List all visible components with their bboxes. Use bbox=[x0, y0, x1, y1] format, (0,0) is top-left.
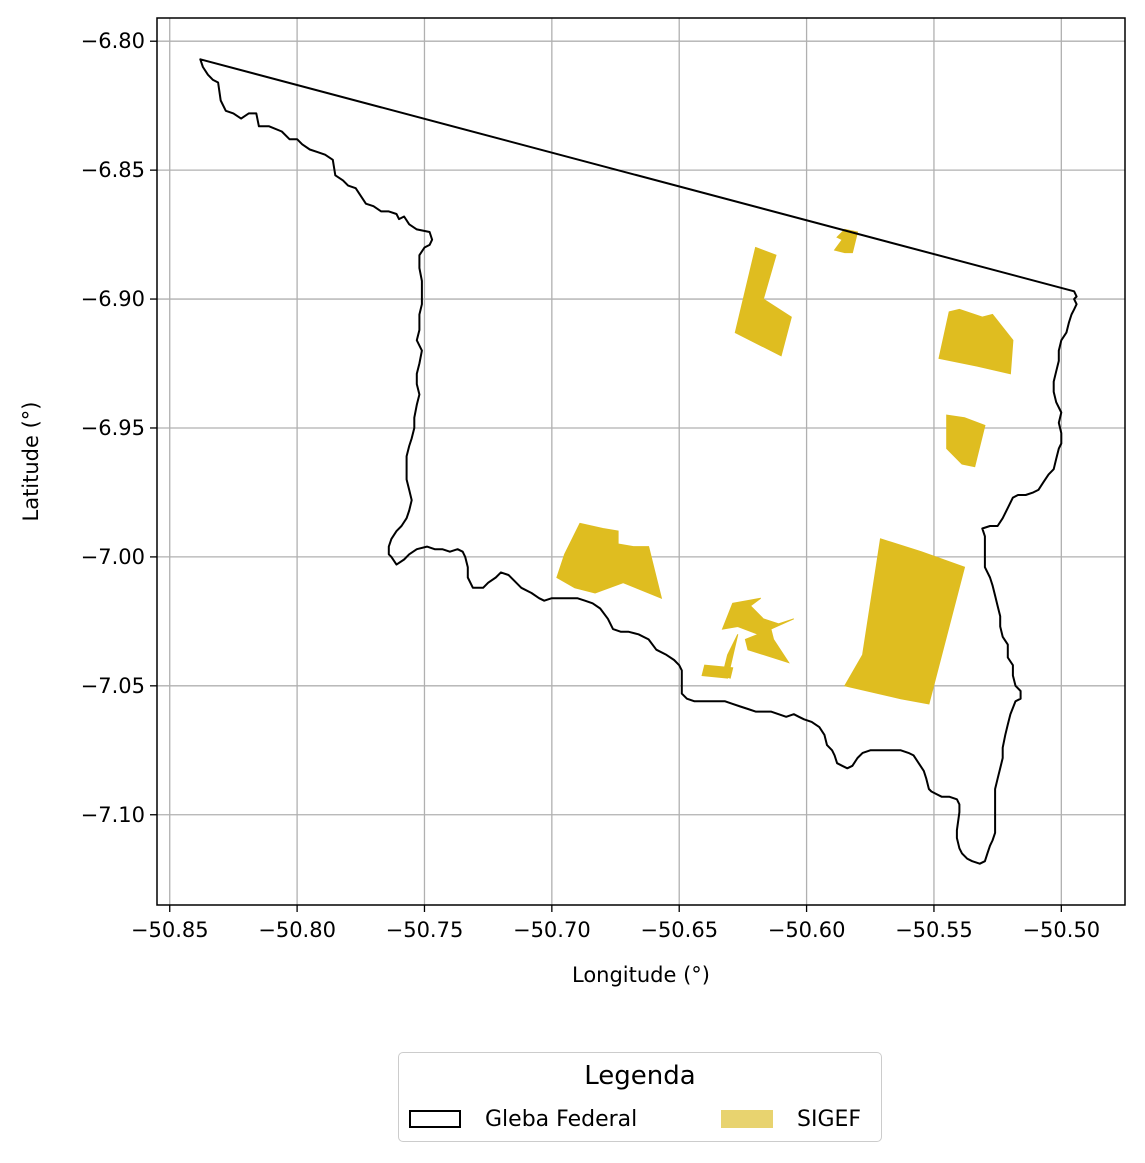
y-axis-ticks: −6.80 −6.85 −6.90 −6.95 −7.00 −7.05 −7.10 bbox=[81, 29, 157, 827]
legend-label-sigef: SIGEF bbox=[797, 1107, 861, 1132]
y-tick-label: −7.00 bbox=[81, 545, 145, 569]
y-tick-label: −6.95 bbox=[81, 416, 145, 440]
sigef-parcel bbox=[845, 539, 965, 704]
y-tick-label: −6.85 bbox=[81, 158, 145, 182]
sigef-parcels bbox=[557, 229, 1013, 704]
x-tick-label: −50.80 bbox=[258, 918, 336, 942]
axes-frame bbox=[157, 18, 1125, 905]
y-tick-label: −6.90 bbox=[81, 287, 145, 311]
y-tick-label: −7.10 bbox=[81, 803, 145, 827]
y-axis-label: Latitude (°) bbox=[19, 402, 43, 522]
sigef-parcel bbox=[702, 634, 738, 678]
legend-swatch-outline bbox=[409, 1110, 461, 1128]
legend-swatch-fill bbox=[721, 1110, 773, 1128]
x-tick-label: −50.70 bbox=[513, 918, 591, 942]
x-tick-label: −50.85 bbox=[131, 918, 209, 942]
x-axis-ticks: −50.85 −50.80 −50.75 −50.70 −50.65 −50.60 −50.… bbox=[131, 905, 1100, 942]
legend-label-gleba-federal: Gleba Federal bbox=[485, 1107, 637, 1132]
x-tick-label: −50.50 bbox=[1022, 918, 1100, 942]
x-tick-label: −50.65 bbox=[640, 918, 718, 942]
x-tick-label: −50.60 bbox=[768, 918, 846, 942]
y-tick-label: −7.05 bbox=[81, 674, 145, 698]
legend-item-sigef: SIGEF bbox=[721, 1105, 861, 1133]
legend-item-gleba-federal: Gleba Federal bbox=[409, 1105, 637, 1133]
legend: Legenda Gleba Federal SIGEF bbox=[398, 1052, 882, 1142]
sigef-parcel bbox=[939, 309, 1013, 373]
sigef-parcel bbox=[947, 415, 985, 467]
gridlines bbox=[157, 18, 1125, 905]
x-axis-label: Longitude (°) bbox=[572, 963, 710, 987]
gleba-federal-boundary bbox=[200, 59, 1076, 863]
y-tick-label: −6.80 bbox=[81, 29, 145, 53]
sigef-parcel bbox=[735, 248, 791, 356]
x-tick-label: −50.55 bbox=[895, 918, 973, 942]
sigef-parcel bbox=[557, 523, 662, 598]
x-tick-label: −50.75 bbox=[386, 918, 464, 942]
legend-title: Legenda bbox=[399, 1061, 881, 1091]
gleba-federal-outline bbox=[200, 59, 1076, 863]
